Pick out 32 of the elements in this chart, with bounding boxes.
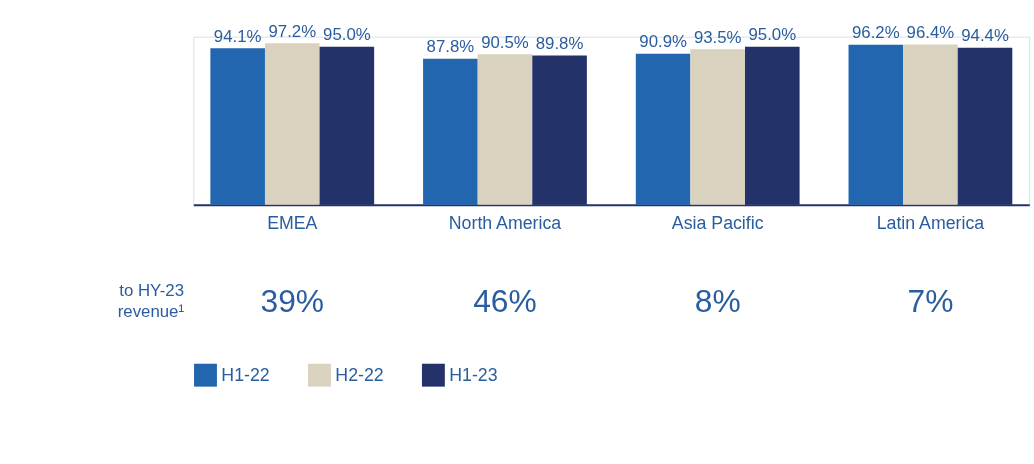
bar: [423, 58, 478, 205]
legend-label: H1-22: [221, 364, 270, 385]
data-label: 97.2%: [268, 21, 317, 41]
data-label: 87.8%: [426, 37, 475, 57]
data-label: 93.5%: [693, 27, 742, 47]
x-tick-label: Asia Pacific: [671, 212, 764, 233]
bar: [210, 48, 265, 205]
data-label: 96.2%: [852, 23, 900, 43]
bar: [264, 43, 320, 205]
data-label: 89.8%: [535, 33, 584, 53]
bar: [635, 53, 691, 205]
text: to HY-23 revenue¹: [117, 281, 185, 321]
data-label: 96.4%: [906, 22, 955, 42]
data-label: 94.1%: [213, 26, 262, 46]
bar: [477, 54, 533, 205]
text: 46%: [473, 283, 537, 320]
bar: [848, 44, 904, 205]
data-label: 94.4%: [961, 26, 1009, 46]
bar: [690, 49, 745, 205]
text: 39%: [260, 283, 325, 320]
data-label: 95.0%: [323, 25, 371, 45]
text: 7%: [907, 283, 954, 320]
legend-label: H2-22: [335, 364, 384, 385]
x-tick-label: EMEA: [267, 212, 318, 233]
data-label: 90.5%: [481, 32, 529, 52]
text: 8%: [694, 283, 741, 320]
legend-label: H1-23: [449, 364, 498, 385]
data-label: 95.0%: [748, 25, 797, 45]
bar: [903, 44, 958, 205]
data-label: 90.9%: [639, 32, 687, 52]
x-tick-label: North America: [448, 212, 562, 233]
x-tick-label: Latin America: [876, 212, 985, 233]
